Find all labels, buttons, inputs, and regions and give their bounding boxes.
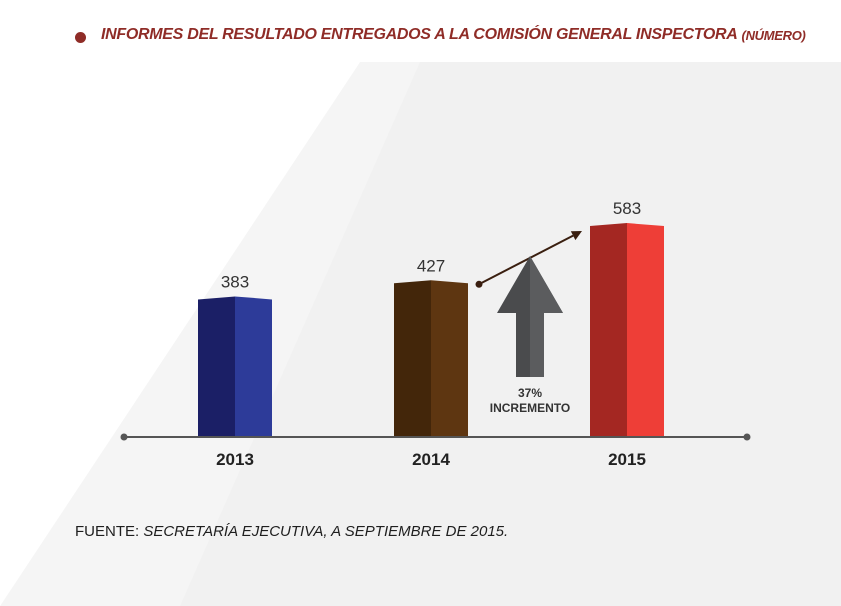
bar-2014-right-face xyxy=(431,280,468,437)
data-label-2014: 427 xyxy=(417,256,445,275)
bar-2013-left-face xyxy=(198,296,235,437)
source-text: SECRETARÍA EJECUTIVA, A SEPTIEMBRE DE 20… xyxy=(143,523,509,540)
x-tick-label-2015: 2015 xyxy=(608,450,646,469)
increment-percent-label: 37% xyxy=(518,386,542,400)
bar-2015-right-face xyxy=(627,223,664,437)
bar-2015-left-face xyxy=(590,223,627,437)
data-label-2013: 383 xyxy=(221,272,249,291)
x-axis-start-dot xyxy=(120,433,128,441)
increment-up-arrow-shade xyxy=(530,256,563,377)
chart-title: INFORMES DEL RESULTADO ENTREGADOS A LA C… xyxy=(75,26,806,44)
trend-arrow-head-icon xyxy=(570,231,582,241)
title-bullet-icon xyxy=(75,31,86,43)
chart-title-unit: (NÚMERO) xyxy=(741,27,806,43)
source-note: FUENTE: SECRETARÍA EJECUTIVA, A SEPTIEMB… xyxy=(75,523,508,540)
x-tick-label-2014: 2014 xyxy=(412,450,450,469)
bar-2013-right-face xyxy=(235,296,272,437)
data-label-2015: 583 xyxy=(613,199,641,218)
x-tick-label-2013: 2013 xyxy=(216,450,254,469)
bar-2014-left-face xyxy=(394,280,431,437)
x-axis-end-dot xyxy=(743,433,751,441)
chart-title-text: INFORMES DEL RESULTADO ENTREGADOS A LA C… xyxy=(101,26,738,43)
increment-text-label: INCREMENTO xyxy=(490,401,570,415)
source-label: FUENTE: xyxy=(75,523,140,540)
trend-arrow-line xyxy=(478,234,574,286)
